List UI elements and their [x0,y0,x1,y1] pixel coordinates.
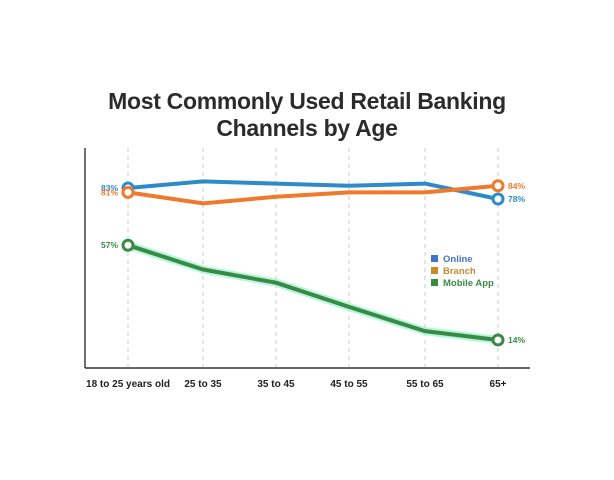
marker-mobile-app-0 [121,238,135,252]
x-tick-label: 18 to 25 years old [86,379,170,390]
legend-swatch-mobile-app [431,279,438,286]
marker-branch-0 [121,185,135,199]
x-tick-label: 55 to 65 [406,379,444,390]
marker-online-5 [491,192,505,206]
chart-title-line-1: Most Commonly Used Retail Banking [108,88,506,114]
data-label-branch: 84% [508,181,525,191]
x-tick-label: 45 to 55 [330,379,368,390]
x-tick-label: 65+ [490,379,507,390]
series-line-online [126,179,500,201]
data-label-mobile-app: 57% [101,240,118,250]
x-tick-label: 25 to 35 [184,379,222,390]
chart-title: Most Commonly Used Retail Banking Channe… [0,88,614,142]
legend-swatch-online [431,255,438,262]
chart-title-line-2: Channels by Age [216,115,398,141]
data-label-branch: 81% [101,187,118,197]
marker-mobile-app-5 [491,333,505,347]
legend-label-online: Online [443,254,473,265]
data-label-online: 78% [508,194,525,204]
data-label-mobile-app: 14% [508,335,525,345]
series-line-mobile-app [126,243,500,342]
data-label-online: 83% [101,183,118,193]
marker-branch-5 [491,179,505,193]
legend-label-mobile-app: Mobile App [443,278,494,289]
x-tick-label: 35 to 45 [257,379,295,390]
series-line-branch [126,183,500,206]
legend-swatch-branch [431,267,438,274]
legend-label-branch: Branch [443,266,476,277]
